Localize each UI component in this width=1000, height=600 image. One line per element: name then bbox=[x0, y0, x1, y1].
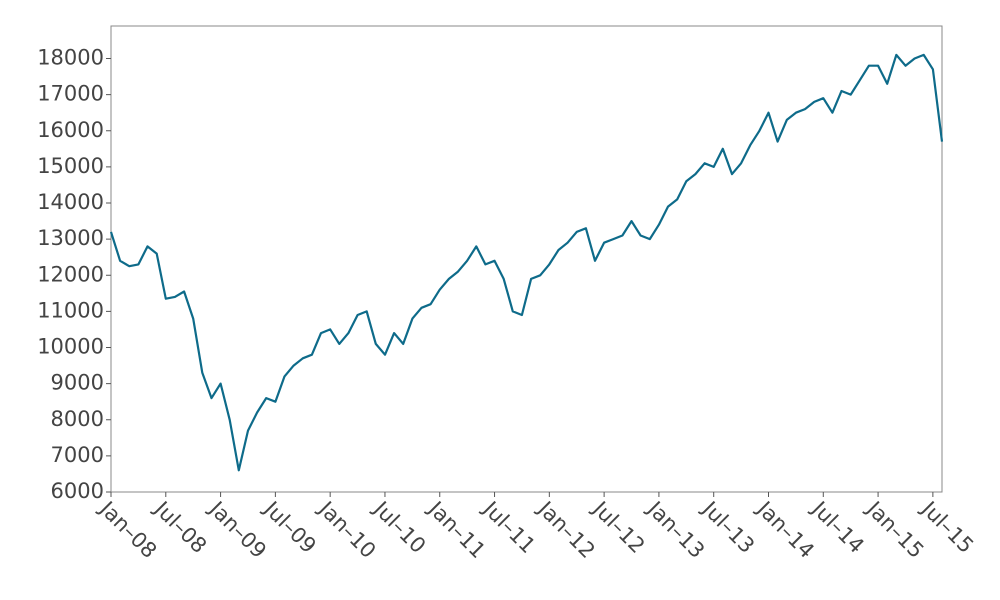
x-tick-label: Jan–12 bbox=[532, 495, 600, 563]
y-tick-label: 7000 bbox=[51, 443, 104, 467]
x-tick-label: Jan–09 bbox=[203, 495, 271, 563]
y-tick-label: 8000 bbox=[51, 407, 104, 431]
y-tick-label: 12000 bbox=[37, 262, 104, 286]
y-tick-label: 18000 bbox=[37, 46, 104, 70]
x-tick-label: Jan–11 bbox=[423, 495, 491, 563]
y-tick-label: 11000 bbox=[37, 298, 104, 322]
y-tick-label: 6000 bbox=[51, 479, 104, 503]
x-tick-label: Jan–15 bbox=[861, 495, 929, 563]
y-tick-label: 10000 bbox=[37, 335, 104, 359]
y-tick-label: 9000 bbox=[51, 371, 104, 395]
y-tick-label: 16000 bbox=[37, 118, 104, 142]
x-tick-label: Jan–14 bbox=[751, 495, 819, 563]
y-tick-label: 17000 bbox=[37, 82, 104, 106]
x-tick-label: Jan–08 bbox=[94, 495, 162, 563]
y-tick-label: 13000 bbox=[37, 226, 104, 250]
plot-frame bbox=[110, 25, 943, 493]
line-series bbox=[109, 53, 944, 472]
y-tick-label: 14000 bbox=[37, 190, 104, 214]
x-tick-label: Jan–13 bbox=[642, 495, 710, 563]
y-tick-label: 15000 bbox=[37, 154, 104, 178]
x-tick-label: Jan–10 bbox=[313, 495, 381, 563]
